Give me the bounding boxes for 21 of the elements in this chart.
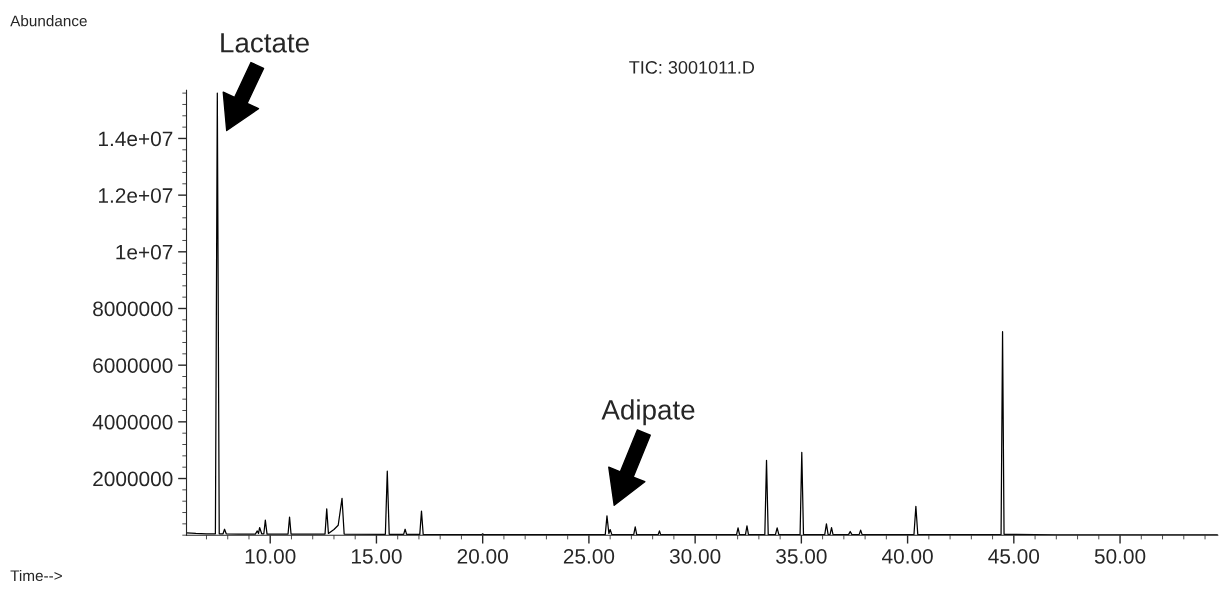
- annotation: Adipate: [601, 399, 695, 426]
- x-tick-label: 15.00: [351, 548, 402, 564]
- y-tick-label: 4000000: [92, 414, 173, 430]
- x-tick-label: 35.00: [776, 548, 827, 564]
- text: Lactate: [221, 33, 309, 53]
- y-tick-label: 1.2e+07: [99, 188, 173, 203]
- x-tick-label: 50.00: [1094, 548, 1146, 564]
- y-tick-label: 6000000: [93, 358, 173, 373]
- x-tick-label: 10.00: [245, 548, 296, 564]
- x-axis-title: Time-->: [10, 569, 62, 582]
- y-tick-label: 1e+07: [116, 244, 173, 260]
- y-tick-label: 2000000: [93, 471, 173, 487]
- y-tick-label: 8000000: [93, 301, 173, 317]
- x-tick-label: 30.00: [669, 548, 721, 564]
- y-tick-label: 1.4e+07: [99, 131, 173, 147]
- x-tick-label: 45.00: [988, 548, 1040, 564]
- x-tick-label: 25.00: [563, 548, 615, 564]
- x-tick-label: 40.00: [882, 548, 933, 564]
- x-tick-label: 20.00: [457, 548, 508, 564]
- y-axis-title: Abundance: [10, 15, 87, 27]
- chart-title: TIC: 3001011.D: [629, 61, 755, 74]
